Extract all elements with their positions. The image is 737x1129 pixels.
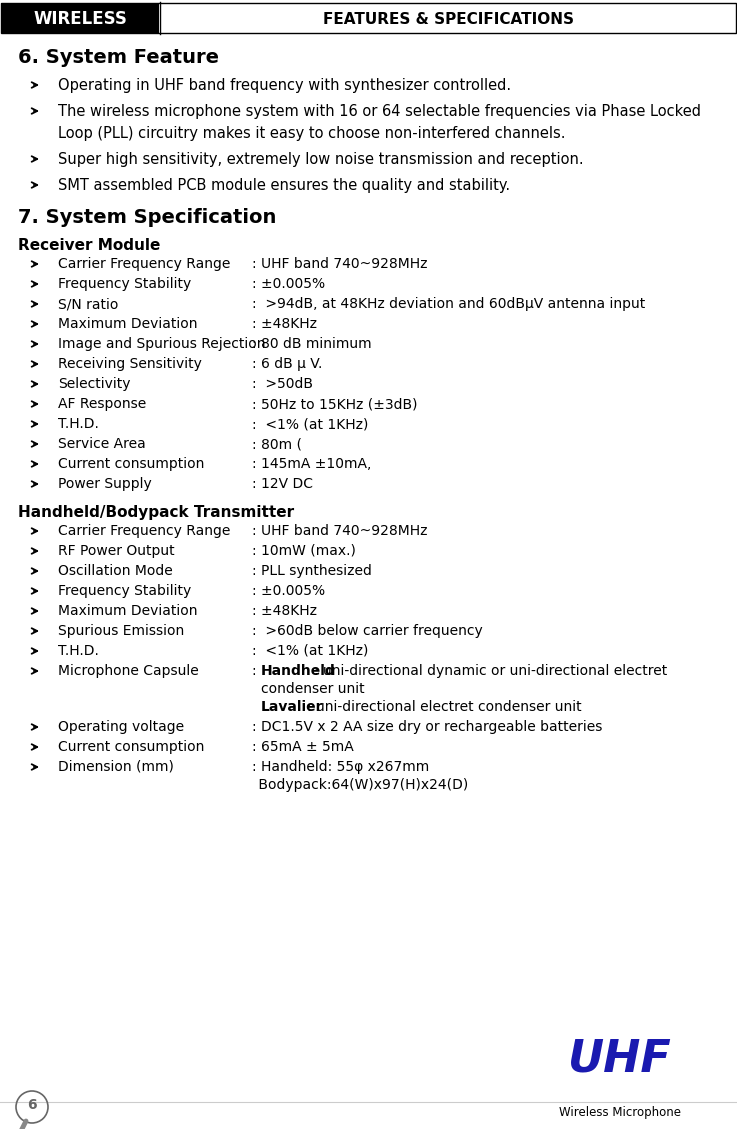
Text: S/N ratio: S/N ratio: [58, 297, 119, 310]
Text: : PLL synthesized: : PLL synthesized: [252, 564, 372, 578]
Text: : ±0.005%: : ±0.005%: [252, 277, 325, 291]
Text: : ±48KHz: : ±48KHz: [252, 317, 317, 331]
Text: Service Area: Service Area: [58, 437, 146, 450]
Text: :  >94dB, at 48KHz deviation and 60dBμV antenna input: : >94dB, at 48KHz deviation and 60dBμV a…: [252, 297, 646, 310]
Text: Image and Spurious Rejection: Image and Spurious Rejection: [58, 336, 265, 351]
Text: : 50Hz to 15KHz (±3dB): : 50Hz to 15KHz (±3dB): [252, 397, 417, 411]
Text: WIRELESS: WIRELESS: [33, 10, 127, 28]
Text: Frequency Stability: Frequency Stability: [58, 277, 191, 291]
Text: Operating voltage: Operating voltage: [58, 720, 184, 734]
Text: Receiver Module: Receiver Module: [18, 238, 161, 253]
Text: Bodypack:64(W)x97(H)x24(D): Bodypack:64(W)x97(H)x24(D): [254, 778, 468, 793]
Text: Oscillation Mode: Oscillation Mode: [58, 564, 172, 578]
Text: 6: 6: [27, 1099, 37, 1112]
Text: : UHF band 740~928MHz: : UHF band 740~928MHz: [252, 257, 427, 271]
Bar: [1, 3, 736, 33]
Text: : ±0.005%: : ±0.005%: [252, 584, 325, 598]
Text: : 80m (: : 80m (: [252, 437, 302, 450]
Text: Microphone Capsule: Microphone Capsule: [58, 664, 199, 679]
Text: Handheld/Bodypack Transmitter: Handheld/Bodypack Transmitter: [18, 505, 294, 520]
Text: : DC1.5V x 2 AA size dry or rechargeable batteries: : DC1.5V x 2 AA size dry or rechargeable…: [252, 720, 602, 734]
Text: :  >60dB below carrier frequency: : >60dB below carrier frequency: [252, 624, 483, 638]
Text: :  <1% (at 1KHz): : <1% (at 1KHz): [252, 417, 368, 431]
Text: : 145mA ±10mA,: : 145mA ±10mA,: [252, 457, 371, 471]
Text: :  <1% (at 1KHz): : <1% (at 1KHz): [252, 644, 368, 658]
Text: : 12V DC: : 12V DC: [252, 476, 313, 491]
Text: Power Supply: Power Supply: [58, 476, 152, 491]
Text: FEATURES & SPECIFICATIONS: FEATURES & SPECIFICATIONS: [323, 11, 574, 26]
Text: Lavalier: Lavalier: [261, 700, 324, 714]
Text: Maximum Deviation: Maximum Deviation: [58, 604, 198, 618]
Text: : UHF band 740~928MHz: : UHF band 740~928MHz: [252, 524, 427, 539]
Text: :  >50dB: : >50dB: [252, 377, 313, 391]
Text: : uni-directional dynamic or uni-directional electret: : uni-directional dynamic or uni-directi…: [314, 664, 667, 679]
Text: Maximum Deviation: Maximum Deviation: [58, 317, 198, 331]
Text: condenser unit: condenser unit: [261, 682, 365, 695]
Text: SMT assembled PCB module ensures the quality and stability.: SMT assembled PCB module ensures the qua…: [58, 178, 510, 193]
Text: UHF: UHF: [568, 1038, 672, 1080]
Text: 7. System Specification: 7. System Specification: [18, 208, 276, 227]
Text: : ±48KHz: : ±48KHz: [252, 604, 317, 618]
Text: : 80 dB minimum: : 80 dB minimum: [252, 336, 371, 351]
Text: Current consumption: Current consumption: [58, 739, 204, 754]
Text: Frequency Stability: Frequency Stability: [58, 584, 191, 598]
Text: Operating in UHF band frequency with synthesizer controlled.: Operating in UHF band frequency with syn…: [58, 78, 511, 93]
Text: The wireless microphone system with 16 or 64 selectable frequencies via Phase Lo: The wireless microphone system with 16 o…: [58, 104, 701, 119]
Text: Carrier Frequency Range: Carrier Frequency Range: [58, 524, 231, 539]
Text: Wireless Microphone: Wireless Microphone: [559, 1106, 681, 1119]
Text: Spurious Emission: Spurious Emission: [58, 624, 184, 638]
Text: RF Power Output: RF Power Output: [58, 544, 175, 558]
Text: :: :: [252, 664, 261, 679]
Text: : uni-directional electret condenser unit: : uni-directional electret condenser uni…: [307, 700, 581, 714]
Text: : Handheld: 55φ x267mm: : Handheld: 55φ x267mm: [252, 760, 429, 774]
Text: 6. System Feature: 6. System Feature: [18, 49, 219, 67]
Text: T.H.D.: T.H.D.: [58, 644, 99, 658]
Text: : 65mA ± 5mA: : 65mA ± 5mA: [252, 739, 354, 754]
Text: Receiving Sensitivity: Receiving Sensitivity: [58, 357, 202, 371]
Text: Current consumption: Current consumption: [58, 457, 204, 471]
Text: Selectivity: Selectivity: [58, 377, 130, 391]
Text: AF Response: AF Response: [58, 397, 146, 411]
Text: Carrier Frequency Range: Carrier Frequency Range: [58, 257, 231, 271]
Text: Loop (PLL) circuitry makes it easy to choose non-interfered channels.: Loop (PLL) circuitry makes it easy to ch…: [58, 126, 565, 141]
Text: T.H.D.: T.H.D.: [58, 417, 99, 431]
Text: Handheld: Handheld: [261, 664, 336, 679]
Text: : 6 dB μ V.: : 6 dB μ V.: [252, 357, 322, 371]
Bar: [0, 2, 737, 34]
Bar: [1, 3, 159, 33]
Text: Super high sensitivity, extremely low noise transmission and reception.: Super high sensitivity, extremely low no…: [58, 152, 584, 167]
Text: : 10mW (max.): : 10mW (max.): [252, 544, 356, 558]
Text: Dimension (mm): Dimension (mm): [58, 760, 174, 774]
